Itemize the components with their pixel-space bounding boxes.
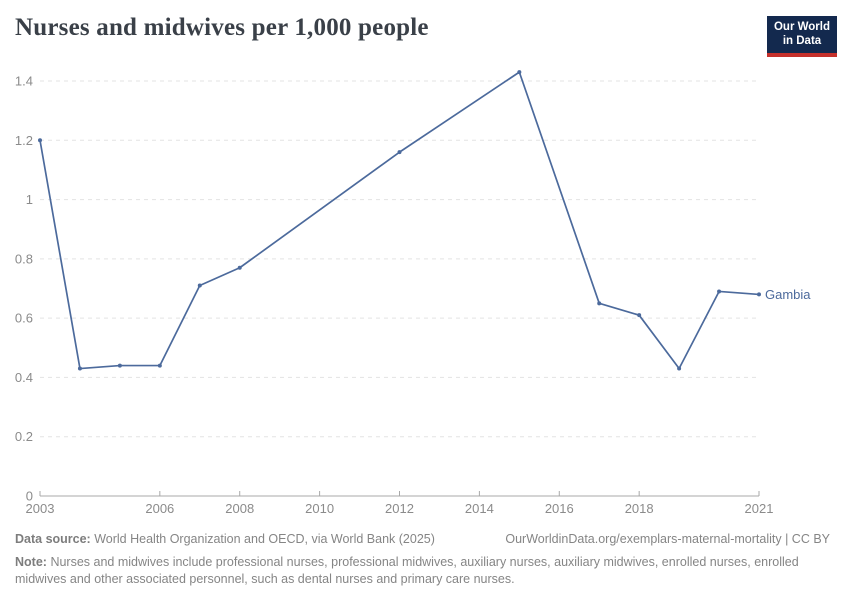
y-tick-label: 1.4 [15,74,33,89]
x-tick-label: 2006 [145,501,174,516]
owid-license-link[interactable]: OurWorldinData.org/exemplars-maternal-mo… [505,532,830,546]
x-tick-label: 2021 [745,501,774,516]
x-tick-label: 2016 [545,501,574,516]
data-source: Data source: World Health Organization a… [15,531,435,547]
y-tick-label: 0.8 [15,251,33,266]
chart-footer: Data source: World Health Organization a… [15,531,830,587]
chart-note: Note: Nurses and midwives include profes… [15,554,830,587]
data-point[interactable] [237,265,242,270]
owid-logo-line1: Our World [773,21,830,33]
data-point[interactable] [597,301,602,306]
note-text: Nurses and midwives include professional… [15,555,799,586]
y-tick-label: 0.2 [15,429,33,444]
owid-logo-line2: in Data [782,34,822,47]
owid-logo[interactable]: Our World in Data [767,16,837,57]
y-tick-label: 0.6 [15,311,33,326]
y-tick-label: 0.4 [15,370,33,385]
page-title: Nurses and midwives per 1,000 people [15,14,429,41]
data-point[interactable] [197,283,202,288]
data-point[interactable] [717,289,722,294]
data-point[interactable] [77,366,82,371]
entity-label[interactable]: Gambia [765,287,811,302]
data-point[interactable] [517,70,522,75]
data-source-text: World Health Organization and OECD, via … [94,532,435,546]
y-tick-label: 1.2 [15,133,33,148]
data-point[interactable] [757,292,761,297]
line-chart: 0 0.2 0.4 0.6 0.8 1 1.2 1.4 2003 2006 2008 2010 2012… [0,60,850,525]
data-point[interactable] [38,138,42,143]
x-tick-label: 2012 [385,501,414,516]
y-tick-label: 0 [26,489,33,504]
x-tick-label: 2008 [225,501,254,516]
series-line[interactable] [39,71,760,370]
y-tick-label: 1 [26,192,33,207]
x-tick-label: 2018 [625,501,654,516]
data-source-label: Data source: [15,532,91,546]
data-point[interactable] [677,366,682,371]
data-point[interactable] [117,363,122,368]
data-point[interactable] [397,150,402,155]
chart-canvas: 0 0.2 0.4 0.6 0.8 1 1.2 1.4 2003 2006 2008 2010 2012… [15,70,811,516]
data-point[interactable] [157,363,162,368]
note-label: Note: [15,555,47,570]
x-tick-label: 2003 [26,501,55,516]
data-point[interactable] [637,313,642,318]
x-tick-label: 2014 [465,501,494,516]
x-tick-label: 2010 [305,501,334,516]
